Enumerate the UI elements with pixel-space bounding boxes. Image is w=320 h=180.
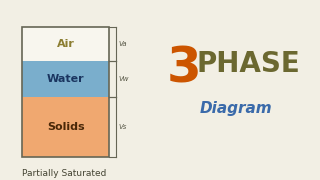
Bar — [22, 97, 109, 157]
Text: Vs: Vs — [118, 124, 127, 130]
Text: Diagram: Diagram — [200, 100, 273, 116]
Text: Va: Va — [118, 41, 127, 47]
Text: Air: Air — [57, 39, 75, 49]
Text: Partially Saturated: Partially Saturated — [22, 169, 107, 178]
Text: Solids: Solids — [47, 122, 84, 132]
Text: PHASE: PHASE — [197, 50, 300, 78]
Text: 3: 3 — [166, 44, 201, 92]
Text: Vw: Vw — [118, 76, 129, 82]
Text: Water: Water — [47, 74, 84, 84]
Bar — [22, 61, 109, 97]
Bar — [22, 27, 109, 61]
Bar — [22, 27, 109, 157]
